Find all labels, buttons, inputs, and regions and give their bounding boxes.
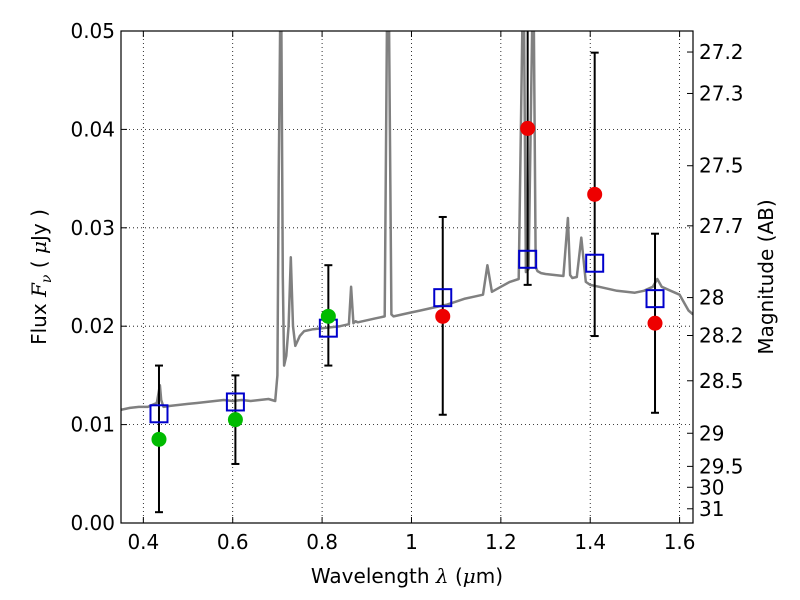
model-point xyxy=(645,289,665,309)
model-point xyxy=(433,288,453,308)
y-tick-label: 0.03 xyxy=(70,216,115,240)
x-tick-label: 1.4 xyxy=(574,530,606,554)
observed-point xyxy=(151,431,167,447)
mag-tick-label: 27.3 xyxy=(699,81,744,105)
mag-tick-label: 28 xyxy=(699,286,724,310)
ticks: 0.4 0.6 0.8 1 1.2 1.4 1.6 0.00 0.01 0.02 0.03 0.04 0… xyxy=(70,19,743,554)
observed-point xyxy=(587,186,603,202)
y-tick-label: 0.04 xyxy=(70,117,115,141)
mag-tick-label: 27.5 xyxy=(699,154,744,178)
observed-point xyxy=(320,308,336,324)
observed-point xyxy=(647,315,663,331)
plot-frame xyxy=(120,30,694,524)
model-point xyxy=(149,404,169,424)
mag-tick-label: 29.5 xyxy=(699,454,744,478)
grid xyxy=(121,31,693,523)
model-point xyxy=(585,253,605,273)
plot-background xyxy=(121,31,693,523)
x-tick-label: 0.8 xyxy=(306,530,338,554)
model-point xyxy=(518,249,538,269)
mag-tick-label: 31 xyxy=(699,497,724,521)
x-tick-label: 0.6 xyxy=(217,530,249,554)
observed-point xyxy=(435,308,451,324)
y-tick-label: 0.00 xyxy=(70,511,115,535)
y-axis-label: Flux Fν ( μJy ) xyxy=(27,209,55,345)
x-tick-label: 1.6 xyxy=(664,530,696,554)
y2-axis-label: Magnitude (AB) xyxy=(754,199,778,354)
mag-tick-label: 27.2 xyxy=(699,40,744,64)
y-tick-label: 0.02 xyxy=(70,314,115,338)
markers xyxy=(149,120,665,447)
x-axis-label: Wavelength λ (μm) xyxy=(311,564,503,588)
y-tick-label: 0.05 xyxy=(70,19,115,43)
mag-tick-label: 29 xyxy=(699,421,724,445)
x-tick-label: 0.4 xyxy=(127,530,159,554)
observed-point xyxy=(227,412,243,428)
mag-tick-label: 30 xyxy=(699,475,724,499)
mag-tick-label: 28.2 xyxy=(699,324,744,348)
x-tick-label: 1.2 xyxy=(485,530,517,554)
observed-point xyxy=(520,120,536,136)
y-tick-label: 0.01 xyxy=(70,413,115,437)
model-point xyxy=(225,392,245,412)
mag-tick-label: 27.7 xyxy=(699,214,744,238)
x-tick-label: 1 xyxy=(405,530,418,554)
mag-tick-label: 28.5 xyxy=(699,369,744,393)
